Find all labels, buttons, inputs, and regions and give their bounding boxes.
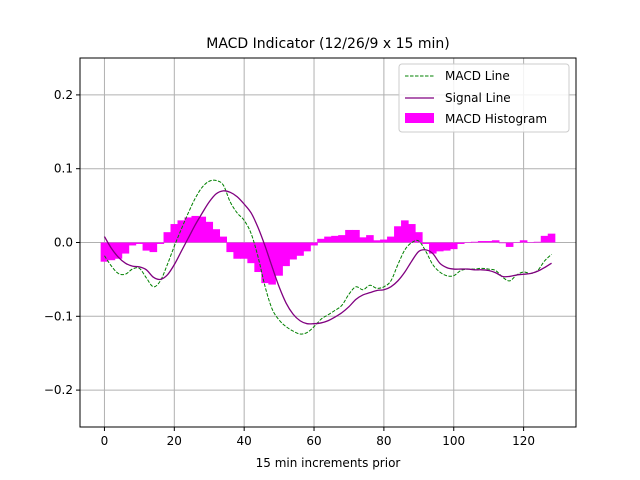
histogram-bar	[547, 233, 556, 243]
histogram-bar	[505, 242, 514, 247]
histogram-bar	[512, 242, 521, 243]
histogram-bar	[491, 240, 500, 243]
histogram-bar	[177, 220, 186, 243]
x-tick-label: 40	[237, 434, 252, 448]
histogram-bar	[310, 242, 318, 246]
series-lines	[103, 179, 552, 335]
histogram-bar	[128, 242, 137, 246]
histogram-bar	[240, 242, 248, 259]
histogram-bar	[331, 235, 339, 243]
histogram-bar	[477, 241, 486, 243]
histogram-bar	[247, 242, 255, 264]
histogram-bar	[191, 215, 200, 243]
y-tick-label: −0.1	[44, 309, 73, 323]
x-axis-label: 15 min increments prior	[256, 456, 401, 470]
histogram-bar	[226, 242, 234, 253]
histogram-bar	[373, 240, 381, 243]
histogram-bar	[533, 241, 542, 243]
histogram-bar	[296, 242, 304, 256]
y-tick-label: −0.2	[44, 383, 73, 397]
histogram-bar	[338, 235, 346, 243]
legend-histogram-swatch	[405, 113, 434, 123]
legend: MACD Line Signal Line MACD Histogram	[398, 63, 570, 133]
histogram-bar	[408, 224, 416, 243]
histogram-bar	[282, 242, 290, 267]
histogram-bar	[219, 236, 228, 243]
y-tick-label: 0.0	[54, 236, 73, 250]
histogram-bar	[303, 242, 311, 252]
histogram-bars	[100, 215, 556, 285]
histogram-bar	[366, 235, 374, 243]
chart-title: MACD Indicator (12/26/9 x 15 min)	[206, 36, 449, 52]
histogram-bar	[114, 242, 123, 259]
histogram-bar	[163, 232, 172, 243]
histogram-bar	[198, 216, 207, 243]
histogram-bar	[380, 239, 388, 243]
histogram-bar	[212, 229, 221, 243]
x-tick-label: 80	[376, 434, 391, 448]
histogram-bar	[498, 242, 507, 244]
histogram-bar	[142, 242, 151, 251]
legend-histogram-label: MACD Histogram	[445, 112, 547, 126]
histogram-bar	[422, 242, 430, 244]
histogram-bar	[135, 242, 144, 244]
macd-line	[104, 179, 552, 335]
x-tick-label: 120	[512, 434, 535, 448]
legend-macd-line-label: MACD Line	[445, 69, 510, 83]
histogram-bar	[233, 242, 241, 259]
signal-line	[103, 190, 552, 325]
histogram-bar	[428, 242, 437, 254]
x-tick-label: 20	[167, 434, 182, 448]
histogram-bar	[345, 229, 353, 243]
histogram-bar	[121, 242, 130, 254]
histogram-bar	[394, 226, 402, 243]
histogram-bar	[261, 242, 269, 284]
histogram-bar	[519, 240, 528, 243]
histogram-bar	[435, 242, 444, 252]
histogram-bar	[449, 242, 458, 250]
histogram-bar	[289, 242, 297, 260]
histogram-bar	[107, 242, 116, 261]
histogram-bar	[526, 242, 535, 243]
histogram-bar	[463, 242, 472, 243]
histogram-bar	[149, 242, 158, 253]
histogram-bar	[184, 217, 193, 243]
histogram-bar	[415, 232, 423, 243]
y-tick-label: 0.1	[54, 162, 73, 176]
x-tick-label: 60	[306, 434, 321, 448]
histogram-bar	[324, 236, 332, 243]
histogram-bar	[100, 242, 109, 262]
histogram-bar	[470, 241, 479, 243]
histogram-bar	[359, 237, 367, 243]
legend-signal-line-label: Signal Line	[445, 91, 511, 105]
histogram-bar	[156, 242, 165, 244]
histogram-bar	[317, 238, 325, 243]
axis-ticks: 0 20 40 60 80 100 120 −0.2 −0.1 0.0 0.1 0.2	[44, 88, 535, 448]
legend-box	[398, 63, 570, 133]
histogram-bar	[268, 242, 276, 285]
histogram-bar	[484, 241, 493, 243]
histogram-bar	[401, 220, 409, 243]
histogram-bar	[540, 235, 549, 243]
x-tick-label: 100	[442, 434, 465, 448]
histogram-bar	[170, 224, 179, 243]
histogram-bar	[387, 236, 395, 243]
histogram-bar	[442, 242, 451, 251]
histogram-bar	[205, 221, 214, 243]
histogram-bar	[352, 229, 360, 243]
y-tick-label: 0.2	[54, 88, 73, 102]
histogram-bar	[275, 242, 283, 276]
x-tick-label: 0	[101, 434, 109, 448]
histogram-bar	[456, 242, 465, 244]
